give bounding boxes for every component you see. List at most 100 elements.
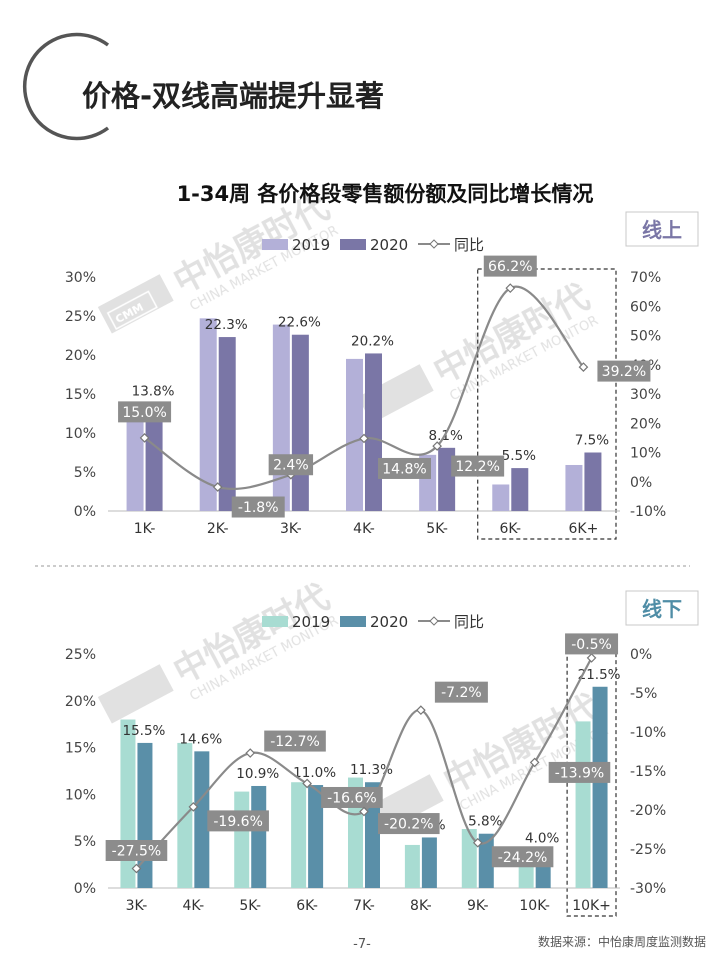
y-right-tick-label: 0% [630,475,652,491]
yoy-label-box [434,681,488,703]
yoy-label-box [321,786,383,808]
bar-2019 [234,791,250,888]
y-left-tick-label: 20% [65,348,96,364]
bar-2019 [565,464,583,511]
bar-value-label: 5.8% [468,814,502,830]
yoy-label-box [378,457,431,479]
legend-label: 同比 [454,613,484,631]
x-tick-label: 10K+ [572,898,611,914]
bar-2019 [346,358,363,511]
x-tick-label: 3K- [280,521,302,537]
legend-label: 2020 [370,613,408,631]
y-left-tick-label: 25% [65,309,96,325]
yoy-label: -12.7% [270,734,320,750]
yoy-marker [359,806,369,817]
y-left-tick-label: 10% [65,426,96,442]
yoy-marker [212,482,223,492]
x-tick-label: 8K- [410,898,432,914]
yoy-label: 2.4% [273,458,309,474]
bar-2020 [145,403,163,511]
bar-value-label: 22.3% [205,317,248,333]
yoy-label-box [378,813,440,835]
yoy-label: 12.2% [455,459,499,475]
bar-2019 [575,721,591,888]
y-left-tick-label: 0% [74,504,96,520]
yoy-marker [131,863,142,874]
bar-2020 [194,751,210,888]
yoy-label: -0.5% [571,637,612,653]
yoy-label-box [118,401,172,423]
y-right-tick-label: -5% [630,686,657,702]
y-left-tick-label: 25% [65,647,96,663]
legend-swatch [340,239,366,250]
yoy-label-box [491,846,554,868]
legend-swatch [262,616,288,627]
bar-value-label: 20.2% [351,333,394,349]
yoy-label-box [597,360,651,382]
yoy-marker [578,362,589,372]
legend-label: 2020 [370,236,408,254]
yoy-label: -7.2% [441,685,482,701]
y-left-tick-label: 10% [65,787,96,803]
yoy-label: -27.5% [112,844,162,860]
yoy-marker [586,653,597,663]
bar-2020 [421,837,437,888]
bar-2020 [365,782,380,888]
y-right-tick-label: -10% [630,504,666,520]
bar-2020 [308,785,324,888]
y-right-tick-label: 60% [630,299,661,315]
y-left-tick-label: 20% [65,694,96,710]
bar-value-label: 4.0% [525,831,559,847]
legend-marker [429,239,439,249]
panel-label-online-text: 线上 [642,218,682,242]
yoy-label: 15.0% [122,405,166,421]
yoy-label: -20.2% [384,817,434,833]
y-right-tick-label: 70% [630,270,661,286]
yoy-label-box [565,633,619,655]
y-right-tick-label: -15% [630,764,666,780]
yoy-label: -1.8% [238,500,279,516]
yoy-label: -24.2% [498,850,548,866]
y-left-tick-label: 30% [65,270,96,286]
yoy-label-box [483,255,537,277]
panel-label-offline: 线下 [625,590,699,626]
x-tick-label: 4K- [353,521,375,537]
bar-2020 [511,468,529,511]
yoy-marker [139,433,150,443]
source-note: 数据来源：中怡康周度监测数据 [538,934,706,949]
yoy-label-box [268,454,314,476]
x-tick-label: 7K- [353,898,375,914]
x-tick-label: 3K- [126,898,148,914]
legend-label: 2019 [292,236,330,254]
legend-label: 2019 [292,613,330,631]
bar-2020 [478,833,494,888]
y-right-tick-label: 10% [630,446,661,462]
chart-subtitle: 1-34周 各价格段零售额份额及同比增长情况 [177,182,594,206]
yoy-marker [472,837,483,848]
y-right-tick-label: 0% [630,647,652,663]
yoy-marker [529,757,540,768]
bar-value-label: 11.3% [350,762,393,778]
bar-2019 [272,324,290,511]
highlight-frame [477,268,617,540]
y-right-tick-label: -30% [630,881,666,897]
bar-value-label: 14.6% [179,731,222,747]
y-left-tick-label: 0% [74,881,96,897]
yoy-label-box [105,840,168,861]
legend-swatch [340,616,366,627]
yoy-label-box [451,455,505,477]
yoy-label-box [231,496,285,518]
yoy-label: -16.6% [327,790,377,806]
y-left-tick-label: 5% [74,465,96,481]
yoy-marker [416,705,426,716]
x-tick-label: 6K+ [569,521,599,537]
yoy-marker [505,283,516,293]
yoy-marker [245,748,256,758]
yoy-label-box [264,730,326,752]
chart-offline: 0% 5% 10% 15% 20% 25% -30% -25% -20% -15% -10% -5% 0… [65,613,666,917]
page-heading: 价格-双线高端提升显著 [82,79,384,113]
y-right-tick-label: -25% [630,842,666,858]
bar-2019 [199,318,217,511]
bar-2019 [404,844,420,888]
